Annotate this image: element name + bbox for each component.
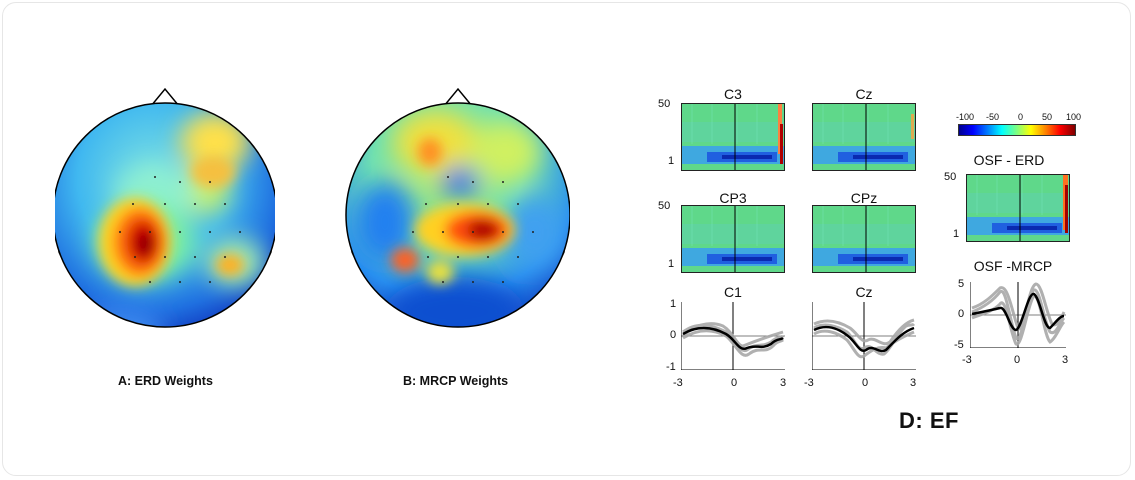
spectrogram-cp3-ymax: 50 — [658, 200, 671, 212]
waveform-osf-mrcp-ytick: -5 — [954, 339, 964, 351]
colorbar-tick: -100 — [956, 112, 975, 122]
erd-weights-label: A: ERD Weights — [118, 374, 213, 388]
spectrogram-osf-erd-ymin: 1 — [953, 228, 960, 240]
waveform-c1-ytick: -1 — [666, 361, 676, 373]
ef-panel-label: D: EF — [899, 408, 959, 433]
waveform-cz-xtick: 0 — [862, 377, 869, 389]
waveform-osf-mrcp-title: OSF -MRCP — [973, 258, 1053, 274]
spectrogram-cpz-title: CPz — [850, 190, 878, 206]
spectrogram-osf-erd — [966, 174, 1070, 242]
waveform-c1-ytick: 1 — [670, 298, 677, 310]
spectrogram-c3 — [681, 103, 785, 171]
colorbar-tick: 0 — [1018, 112, 1024, 122]
waveform-osf-mrcp — [970, 282, 1066, 348]
waveform-c1-title: C1 — [724, 284, 742, 300]
waveform-osf-mrcp-ytick: 0 — [958, 308, 965, 320]
colorbar-tick: 100 — [1066, 112, 1082, 122]
waveform-c1-xtick: -3 — [673, 377, 683, 389]
mrcp-topomap — [345, 87, 571, 328]
colorbar-tick: -50 — [986, 112, 1000, 122]
waveform-cz-xtick: 3 — [910, 377, 917, 389]
spectrogram-cp3 — [681, 205, 785, 273]
waveform-c1-ytick: 0 — [670, 329, 677, 341]
spectrogram-osf-erd-ymax: 50 — [944, 171, 957, 183]
spectrogram-c3-ymin: 1 — [668, 155, 675, 167]
spectrogram-cz-title: Cz — [855, 86, 873, 102]
waveform-cz-xtick: -3 — [804, 377, 814, 389]
erd-topomap-panel: A: ERD Weights — [52, 82, 278, 388]
waveform-cz-title: Cz — [855, 284, 873, 300]
waveform-cz — [812, 302, 916, 370]
spectrogram-cz — [812, 103, 916, 171]
erd-topomap — [52, 87, 278, 328]
mrcp-weights-label: B: MRCP Weights — [403, 374, 509, 388]
spectrogram-cp3-title: CP3 — [719, 190, 747, 206]
waveform-osf-mrcp-ytick: 5 — [958, 278, 965, 290]
waveform-osf-mrcp-xtick: 0 — [1014, 354, 1021, 366]
waveform-c1-xtick: 0 — [731, 377, 738, 389]
electrode-dots — [119, 176, 241, 283]
spectrogram-c3-title: C3 — [724, 86, 742, 102]
spectrogram-cp3-ymin: 1 — [668, 258, 675, 270]
spectrogram-osf-erd-title: OSF - ERD — [973, 152, 1045, 168]
electrode-dots — [412, 176, 534, 283]
waveform-c1 — [681, 302, 785, 370]
waveform-c1-xtick: 3 — [780, 377, 787, 389]
spectrogram-cpz — [812, 205, 916, 273]
spectrogram-c3-ymax: 50 — [658, 98, 671, 110]
colorbar — [958, 124, 1076, 136]
waveform-osf-mrcp-xtick: -3 — [962, 354, 972, 366]
colorbar-tick: 50 — [1042, 112, 1053, 122]
mrcp-topomap-panel: B: MRCP Weights — [345, 82, 571, 388]
waveform-osf-mrcp-xtick: 3 — [1062, 354, 1069, 366]
